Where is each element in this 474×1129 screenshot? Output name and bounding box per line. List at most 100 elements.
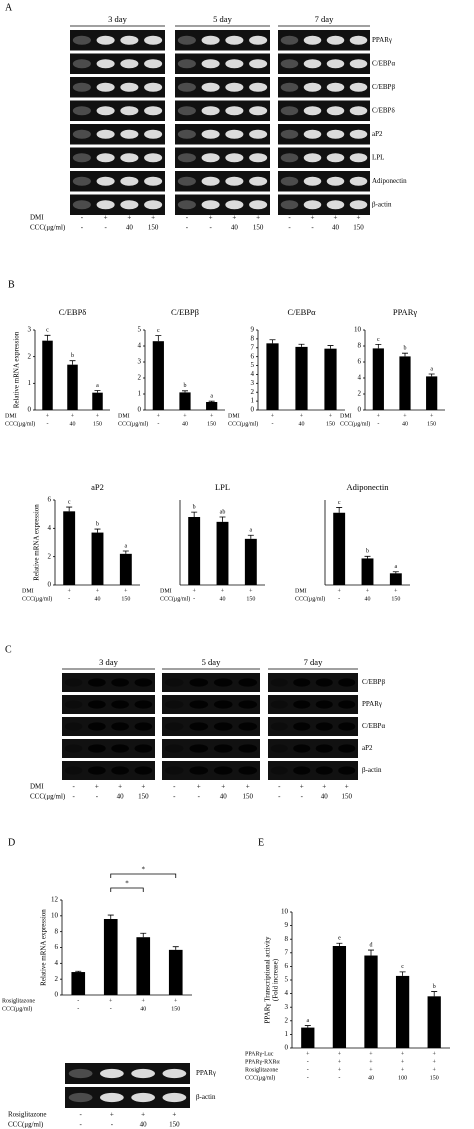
condition-value: + xyxy=(322,783,326,791)
day-label: 5 day xyxy=(202,657,221,667)
bar xyxy=(364,955,378,1048)
gel-band xyxy=(249,59,268,69)
significance-bracket xyxy=(110,873,177,878)
gel-strip xyxy=(65,1063,190,1084)
gel-band xyxy=(349,106,368,116)
gel-band xyxy=(238,700,258,709)
gel-strip xyxy=(70,100,165,121)
gel-band xyxy=(315,722,333,731)
gel-band xyxy=(280,176,299,186)
condition-value: - xyxy=(338,1075,340,1081)
condition-label: CCC(μg/ml) xyxy=(118,420,148,427)
gel-band xyxy=(120,153,139,163)
error-bar xyxy=(336,507,343,513)
gene-label: β-actin xyxy=(196,1093,216,1101)
condition-value: + xyxy=(357,214,361,222)
gel-band xyxy=(338,766,356,775)
y-tick-label: 3 xyxy=(285,1003,289,1011)
gel-band xyxy=(201,153,220,163)
gel-band xyxy=(270,700,288,709)
condition-value: + xyxy=(174,998,178,1004)
error-bar xyxy=(431,991,438,997)
day-label: 3 day xyxy=(108,14,127,24)
gel-band xyxy=(64,700,83,709)
gel-strip xyxy=(278,124,370,145)
gel-band xyxy=(144,129,163,139)
condition-value: + xyxy=(377,413,381,419)
gene-label: C/EBPα xyxy=(362,722,385,730)
condition-value: - xyxy=(79,1111,82,1119)
y-tick-label: 0 xyxy=(55,991,59,999)
gel-band xyxy=(72,153,91,163)
gel-strip xyxy=(268,739,358,758)
gel-band xyxy=(177,200,196,210)
error-bar xyxy=(327,345,334,349)
y-tick-label: 0 xyxy=(28,406,32,414)
gene-label: C/EBPβ xyxy=(362,678,385,686)
bar xyxy=(188,517,201,585)
significance-letter: c xyxy=(338,500,341,506)
gel-band xyxy=(326,106,345,116)
condition-value: 40 xyxy=(117,793,125,801)
bar xyxy=(244,538,257,585)
gel-strip xyxy=(278,100,370,121)
gel-strip xyxy=(278,194,370,215)
condition-label: Rosiglitazone xyxy=(2,998,35,1004)
gel-band xyxy=(88,744,106,753)
gel-strip xyxy=(175,100,270,121)
gel-band xyxy=(144,82,163,92)
condition-value: 150 xyxy=(353,224,364,232)
gel-band xyxy=(201,129,220,139)
condition-value: 150 xyxy=(246,596,255,602)
significance-letter: a xyxy=(124,543,127,549)
gel-band xyxy=(120,59,139,69)
condition-value: - xyxy=(104,224,107,232)
condition-value: 100 xyxy=(398,1075,407,1081)
condition-value: + xyxy=(142,998,146,1004)
condition-value: 150 xyxy=(427,421,436,427)
gel-band xyxy=(303,35,322,45)
gel-strip xyxy=(278,53,370,74)
error-bar xyxy=(155,335,162,342)
condition-value: 40 xyxy=(321,793,329,801)
significance-letter: c xyxy=(157,328,160,334)
gel-strip xyxy=(162,695,260,714)
significance-letter: a xyxy=(430,366,433,372)
gel-strip xyxy=(278,77,370,98)
gel-strip xyxy=(162,717,260,736)
error-bar xyxy=(219,516,226,522)
condition-value: + xyxy=(433,1067,437,1073)
condition-value: + xyxy=(249,588,253,594)
gene-label: β-actin xyxy=(362,766,382,774)
significance-letter: a xyxy=(96,383,99,389)
y-tick-label: 8 xyxy=(358,342,362,350)
day-label: 7 day xyxy=(304,657,323,667)
gel-band xyxy=(249,35,268,45)
significance-letter: b xyxy=(404,346,407,352)
gel-band xyxy=(134,678,153,687)
gel-band xyxy=(64,678,83,687)
condition-value: - xyxy=(111,1121,114,1129)
bar xyxy=(206,402,218,410)
gel-band xyxy=(238,766,258,775)
condition-value: - xyxy=(72,793,75,801)
error-bar xyxy=(140,932,147,938)
y-tick-label: 5 xyxy=(138,326,142,334)
gel-band xyxy=(88,678,106,687)
significance-letter: a xyxy=(210,394,213,400)
gel-band xyxy=(177,106,196,116)
y-tick-label: 4 xyxy=(358,374,362,382)
gel-band xyxy=(338,678,356,687)
condition-label: PPARγ-RXRα xyxy=(245,1059,280,1065)
error-bar xyxy=(364,555,371,559)
y-tick-label: 4 xyxy=(48,524,52,532)
gel-band xyxy=(303,59,322,69)
gel-band xyxy=(162,1092,187,1103)
gel-band xyxy=(131,1092,155,1103)
condition-value: 150 xyxy=(171,1006,180,1012)
condition-value: + xyxy=(141,1111,145,1119)
gel-band xyxy=(349,35,368,45)
significance-letter: b xyxy=(193,505,196,511)
error-bar xyxy=(44,334,51,341)
bar xyxy=(372,348,384,410)
